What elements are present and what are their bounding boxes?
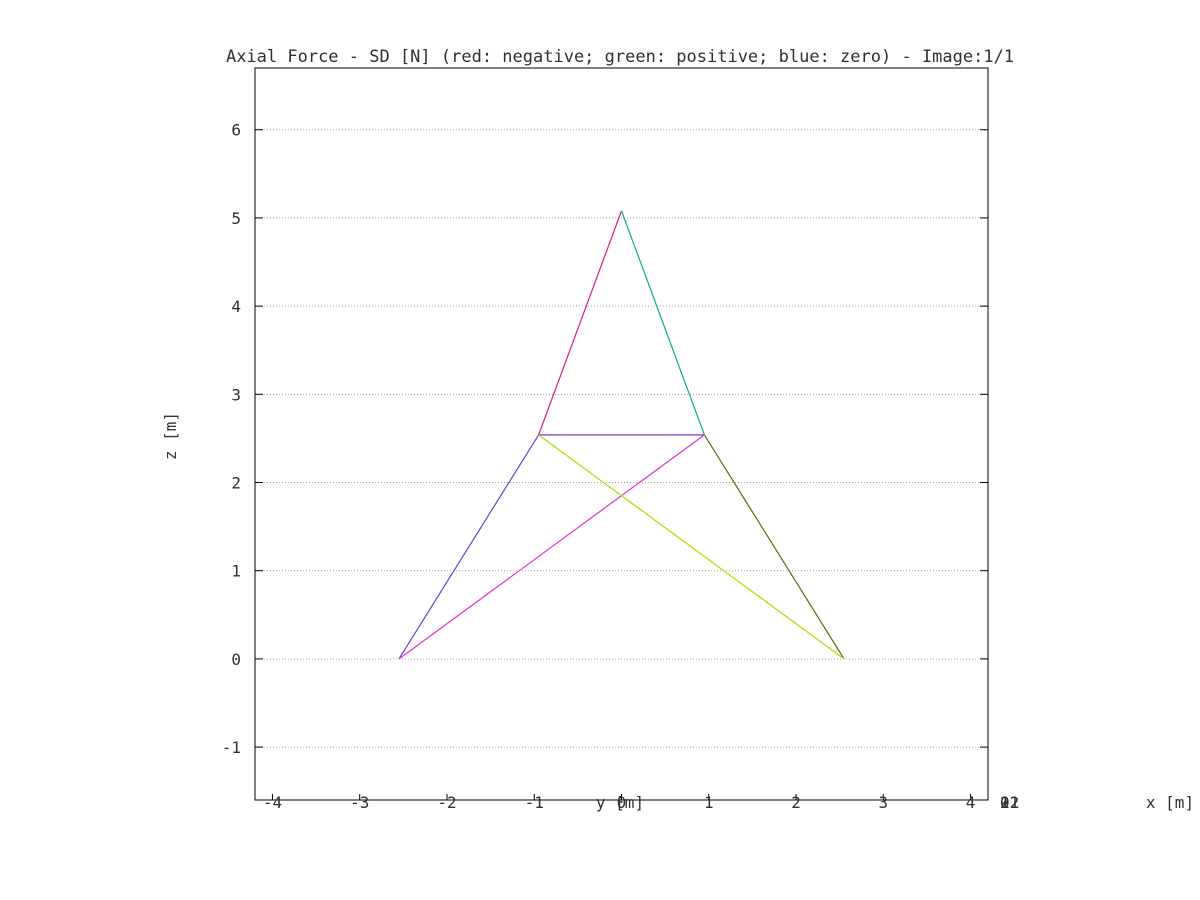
chart-title: Axial Force - SD [N] (red: negative; gre… bbox=[226, 47, 1014, 67]
y-tick-label: 5 bbox=[231, 209, 241, 228]
x-tick-label: 0 bbox=[617, 793, 627, 812]
y-tick-label: 4 bbox=[231, 297, 241, 316]
y-tick-label: 6 bbox=[231, 121, 241, 140]
x-tick-label: 4 bbox=[966, 793, 976, 812]
depth-axis-label: y [m] bbox=[596, 793, 644, 812]
y-tick-label: 2 bbox=[231, 474, 241, 493]
x-tick-label: -2 bbox=[437, 793, 456, 812]
truss-members bbox=[398, 210, 845, 660]
x-axis-label: x [m] bbox=[1146, 793, 1194, 812]
y-tick-label: 0 bbox=[231, 650, 241, 669]
x-tick-label: 2 bbox=[791, 793, 801, 812]
x-tick-label: -1 bbox=[525, 793, 544, 812]
depth-tick-label: -2 bbox=[1000, 793, 1019, 812]
y-axis-label: z [m] bbox=[161, 412, 180, 460]
truss-member bbox=[703, 434, 845, 660]
depth-tick-label: 1 bbox=[1000, 793, 1010, 812]
truss-member bbox=[538, 210, 623, 436]
plot-frame bbox=[254, 67, 989, 801]
y-tick-label: 3 bbox=[231, 385, 241, 404]
x-tick-label: 3 bbox=[878, 793, 888, 812]
truss-member bbox=[398, 434, 540, 660]
depth-tick-label: 0 bbox=[1000, 793, 1010, 812]
y-tick-label: -1 bbox=[222, 738, 241, 757]
depth-tick-label: -1 bbox=[1000, 793, 1019, 812]
truss-member bbox=[538, 434, 845, 660]
depth-tick-label: 2 bbox=[1000, 793, 1010, 812]
truss-member bbox=[398, 434, 705, 660]
y-tick-label: 1 bbox=[231, 562, 241, 581]
truss-member bbox=[620, 210, 705, 436]
grid-lines bbox=[255, 129, 988, 748]
x-tick-label: -3 bbox=[350, 793, 369, 812]
x-tick-label: -4 bbox=[263, 793, 282, 812]
x-tick-label: 1 bbox=[704, 793, 714, 812]
